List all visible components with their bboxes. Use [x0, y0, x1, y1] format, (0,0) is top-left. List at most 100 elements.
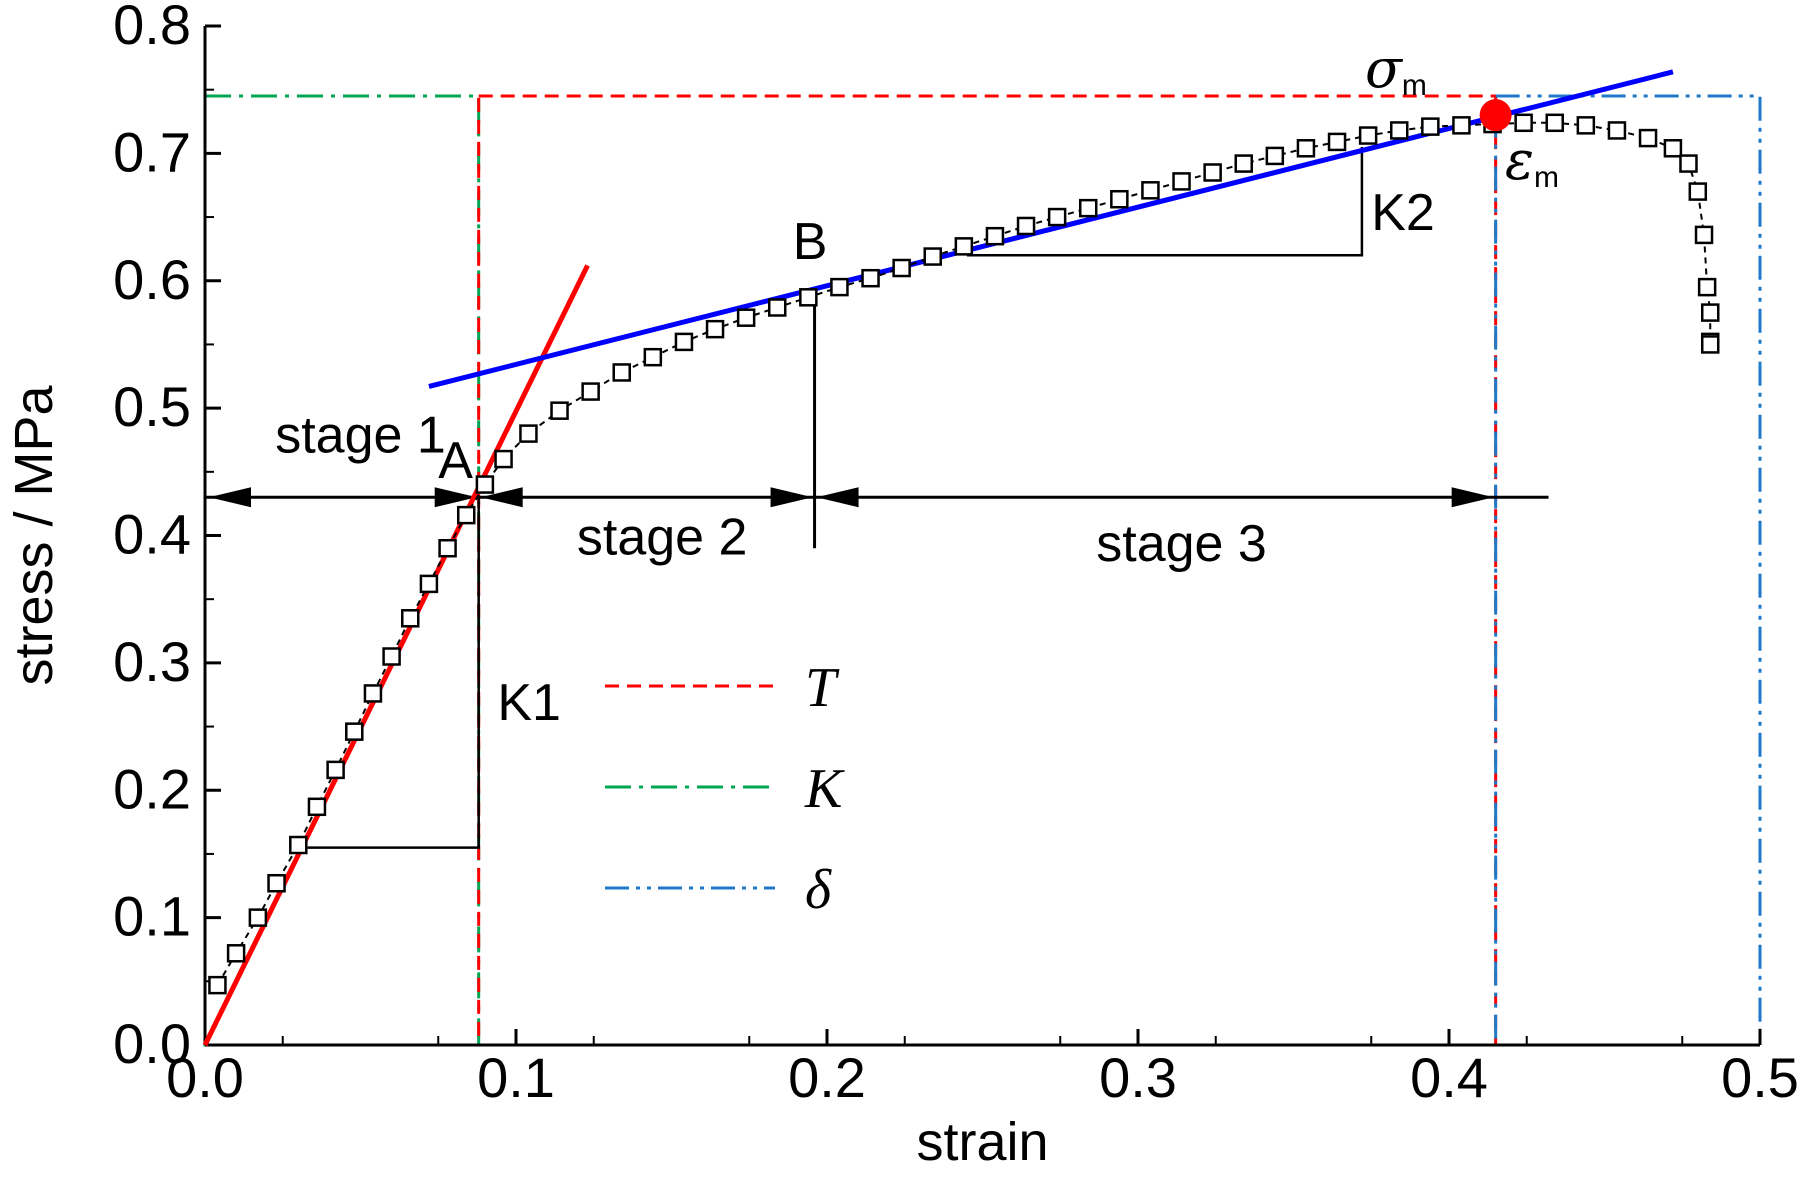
data-point [1663, 139, 1683, 158]
y-tick-label: 0.3 [113, 630, 191, 693]
data-point [1694, 225, 1714, 245]
legend: TKδ [605, 657, 845, 921]
data-point [550, 401, 569, 420]
data-point [1679, 154, 1698, 173]
data-point [1047, 207, 1067, 227]
legend-label: δ [805, 859, 832, 921]
data-point [985, 226, 1005, 246]
data-point [1452, 116, 1471, 135]
stage-arrow-right [1451, 487, 1494, 508]
data-point [1688, 182, 1708, 201]
data-point [954, 237, 974, 256]
point-labels: σm εm A B [438, 37, 1559, 490]
x-tick-label: 0.3 [1099, 1046, 1177, 1109]
data-point [1141, 181, 1160, 200]
y-tick-label: 0.5 [113, 375, 191, 438]
y-tick-label: 0.1 [113, 885, 191, 948]
y-tick-label: 0.4 [113, 503, 191, 566]
stage-label: stage 2 [577, 509, 748, 567]
boundary-box-delta [1494, 94, 1762, 1047]
y-tick-label: 0.0 [113, 1012, 191, 1075]
legend-label: K [804, 758, 845, 820]
data-point [1358, 126, 1378, 145]
data-point [1607, 121, 1627, 140]
data-point [612, 363, 631, 382]
stage-label: stage 1 [275, 407, 446, 465]
data-point [674, 332, 694, 352]
data-point [830, 277, 849, 297]
data-point [345, 722, 364, 741]
data-point [705, 319, 725, 339]
data-point [1421, 117, 1440, 136]
data-point [1514, 113, 1533, 133]
stage-label: stage 3 [1096, 515, 1267, 573]
data-point [1234, 154, 1253, 173]
k1-slope-triangle [307, 497, 480, 849]
epsilon-m-label: εm [1505, 129, 1559, 194]
y-tick-label: 0.8 [113, 0, 191, 56]
data-point [1016, 216, 1036, 236]
point-label-b: B [793, 213, 828, 271]
data-point [475, 475, 495, 494]
x-tick-label: 0.1 [477, 1046, 555, 1109]
stage-annotations: stage 1 stage 2 stage 3 [205, 293, 1549, 573]
stage-arrow-right [434, 487, 477, 508]
sigma-m-label: σm [1365, 37, 1427, 102]
x-tick-label: 0.4 [1410, 1046, 1488, 1109]
k1-label: K1 [497, 674, 561, 732]
data-point [1545, 113, 1564, 133]
data-point [494, 449, 513, 469]
data-point [248, 908, 268, 927]
legend-label: T [805, 657, 840, 719]
stage-arrow-left [209, 487, 251, 508]
data-point [1700, 335, 1720, 354]
data-point [1327, 132, 1347, 152]
data-series [208, 99, 1720, 995]
axes [203, 24, 1762, 1047]
data-point [401, 609, 420, 628]
stage-arrow-right [770, 487, 813, 508]
x-tick-label: 0.2 [788, 1046, 866, 1109]
fit-lines: K1 K2 [202, 69, 1674, 1047]
data-point [226, 944, 246, 963]
data-point [519, 424, 538, 443]
data-point [1638, 128, 1658, 148]
data-point [581, 382, 600, 401]
data-point [861, 268, 880, 288]
data-point [1203, 163, 1222, 182]
data-point [1078, 198, 1098, 218]
x-tick-label: 0.0 [166, 1046, 244, 1109]
tick-labels: 0.0 0.1 0.2 0.3 0.4 0.5 0.0 0.1 0.2 0.3 0.4 0.5 0.6 0… [113, 0, 1799, 1109]
data-point [326, 760, 345, 780]
data-point [438, 538, 457, 558]
k2-slope-triangle [966, 147, 1364, 257]
stage-arrow-left [816, 487, 859, 508]
y-tick-label: 0.6 [113, 248, 191, 311]
k2-label: K2 [1371, 184, 1435, 242]
data-point [307, 797, 327, 817]
data-point [892, 258, 911, 278]
data-point [767, 298, 787, 317]
data-point [643, 347, 663, 367]
data-point [923, 247, 942, 266]
data-point [1389, 121, 1409, 140]
data-point [289, 835, 308, 855]
y-axis-title: stress / MPa [4, 385, 64, 686]
data-point [736, 308, 756, 327]
point-label-a: A [438, 432, 473, 490]
data-point [382, 647, 401, 666]
x-axis-title: strain [916, 1112, 1048, 1172]
data-point [799, 288, 818, 307]
data-point [419, 574, 439, 594]
data-point [267, 873, 286, 893]
peak-marker [1479, 99, 1512, 132]
data-point [1697, 277, 1717, 297]
data-point [1296, 139, 1316, 158]
data-point [1265, 146, 1285, 166]
data-point [208, 975, 227, 995]
y-tick-label: 0.2 [113, 757, 191, 820]
x-tick-label: 0.5 [1721, 1046, 1799, 1109]
y-tick-label: 0.7 [113, 120, 191, 183]
